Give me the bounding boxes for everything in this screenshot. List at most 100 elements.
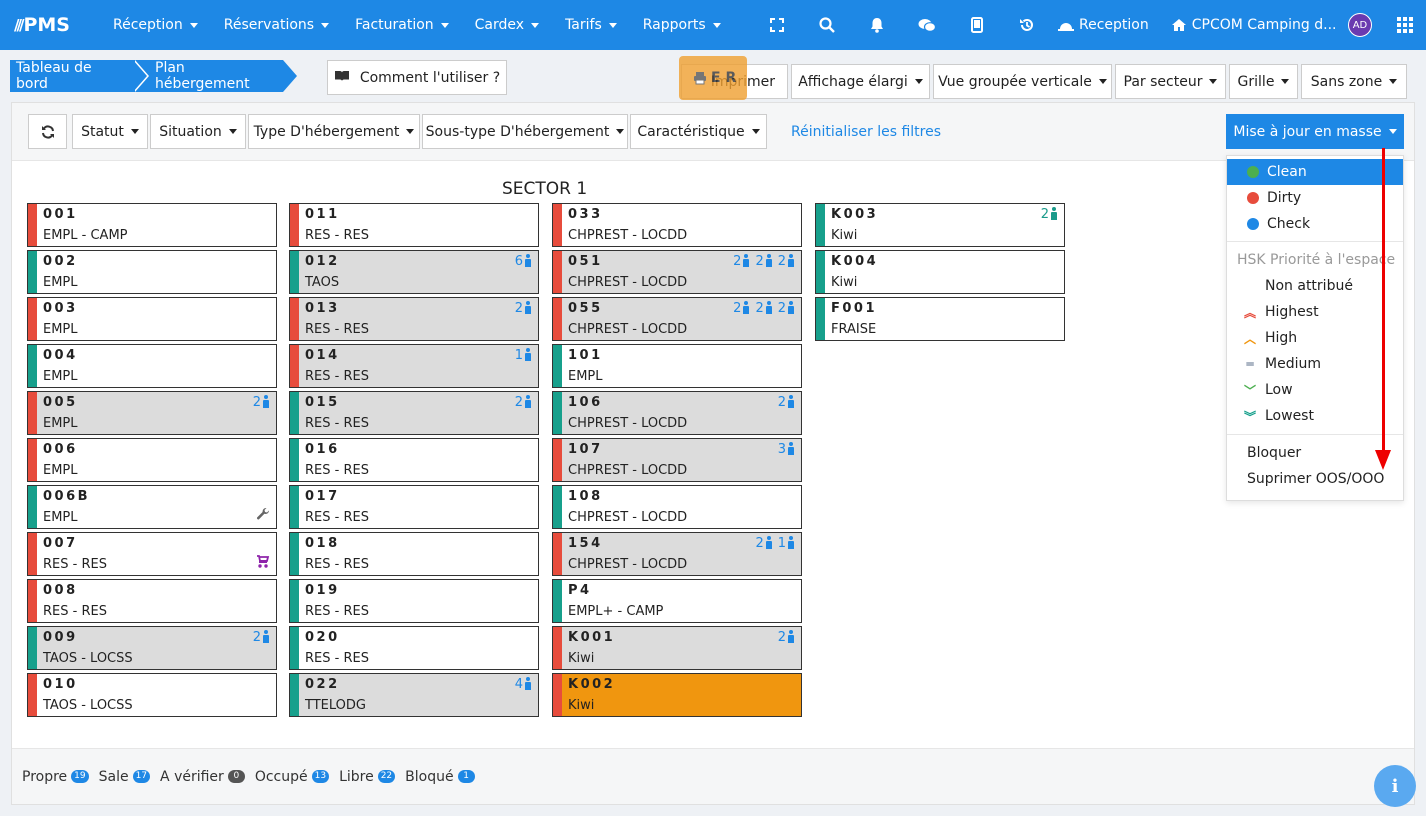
pms-logo[interactable]: ///PMS [14,14,100,36]
nav-tarifs[interactable]: Tarifs [552,0,630,50]
menu-item-high[interactable]: ︿ High [1227,325,1403,351]
filter-situation[interactable]: Situation [150,114,246,149]
property-selector[interactable]: CPCOM Camping d... [1171,17,1337,33]
unit-card[interactable]: 009 TAOS - LOCSS 2 [27,626,277,670]
unit-card[interactable]: K004 Kiwi [815,250,1065,294]
unit-card[interactable]: 010 TAOS - LOCSS [27,673,277,717]
unit-name: 013 [305,301,340,316]
menu-item-dirty[interactable]: Dirty [1227,185,1403,211]
wide-view-button[interactable]: Affichage élargi [791,64,930,99]
bulk-update-label: Mise à jour en masse [1233,123,1382,140]
unit-card[interactable]: 016 RES - RES [289,438,539,482]
bell-icon[interactable] [852,0,902,50]
person-icon [525,348,531,361]
vertical-group-button[interactable]: Vue groupée verticale [933,64,1112,99]
legend-item[interactable]: Propre 19 [22,769,89,785]
grid-button[interactable]: Grille [1229,64,1298,99]
legend-item[interactable]: Bloqué 1 [405,769,475,785]
status-stripe [290,674,299,716]
unit-card[interactable]: 051 CHPREST - LOCDD 2 2 2 [552,250,802,294]
unit-card[interactable]: 006 EMPL [27,438,277,482]
unit-card[interactable]: K002 Kiwi [552,673,802,717]
status-stripe [28,392,37,434]
unit-card[interactable]: P4 EMPL+ - CAMP [552,579,802,623]
status-stripe [290,439,299,481]
nav-cardex[interactable]: Cardex [462,0,552,50]
menu-item-check[interactable]: Check [1227,211,1403,237]
unit-card[interactable]: 004 EMPL [27,344,277,388]
unit-card[interactable]: 018 RES - RES [289,532,539,576]
unit-card[interactable]: 019 RES - RES [289,579,539,623]
breadcrumb-dashboard[interactable]: Tableau de bord [10,60,149,92]
menu-item-unassigned[interactable]: Non attribué [1227,273,1403,299]
filter-caracteristique[interactable]: Caractéristique [630,114,767,149]
unit-name: 001 [43,207,78,222]
unit-card[interactable]: 014 RES - RES 1 [289,344,539,388]
avatar[interactable]: AD [1348,13,1372,37]
right-nav: Reception CPCOM Camping d... [752,0,1337,50]
filter-subtype[interactable]: Sous-type D'hébergement [422,114,628,149]
filter-type[interactable]: Type D'hébergement [248,114,420,149]
nav-reservations[interactable]: Réservations [211,0,342,50]
chat-icon[interactable] [902,0,952,50]
unit-card[interactable]: 055 CHPREST - LOCDD 2 2 2 [552,297,802,341]
unit-card[interactable]: 106 CHPREST - LOCDD 2 [552,391,802,435]
filter-statut[interactable]: Statut [72,114,148,149]
unit-card[interactable]: 003 EMPL [27,297,277,341]
unit-card[interactable]: K001 Kiwi 2 [552,626,802,670]
filter-label: Caractéristique [637,123,745,140]
unit-card[interactable]: 007 RES - RES [27,532,277,576]
unit-card[interactable]: 006B EMPL [27,485,277,529]
bed-icon [1058,23,1074,31]
unit-card[interactable]: 005 EMPL 2 [27,391,277,435]
unit-type: CHPREST - LOCDD [568,510,688,525]
search-icon[interactable] [802,0,852,50]
floating-overlay-button[interactable]: E R [679,56,747,100]
unit-card[interactable]: 001 EMPL - CAMP [27,203,277,247]
unit-card[interactable]: 011 RES - RES [289,203,539,247]
unit-card[interactable]: 012 TAOS 6 [289,250,539,294]
unit-card[interactable]: 101 EMPL [552,344,802,388]
refresh-button[interactable] [28,114,67,149]
menu-item-block[interactable]: Bloquer [1227,440,1403,466]
menu-item-highest[interactable]: ︽ Highest [1227,299,1403,325]
bulk-update-button[interactable]: Mise à jour en masse [1226,114,1404,149]
unit-card[interactable]: 008 RES - RES [27,579,277,623]
legend-item[interactable]: Occupé 13 [255,769,330,785]
nav-facturation[interactable]: Facturation [342,0,462,50]
unit-card[interactable]: 033 CHPREST - LOCDD [552,203,802,247]
reception-link[interactable]: Reception [1058,17,1149,33]
legend-item[interactable]: Sale 17 [99,769,151,785]
unit-card[interactable]: 017 RES - RES [289,485,539,529]
zone-button[interactable]: Sans zone [1301,64,1407,99]
menu-item-low[interactable]: ﹀ Low [1227,377,1403,403]
unit-card[interactable]: 020 RES - RES [289,626,539,670]
unit-card[interactable]: 022 TTELODG 4 [289,673,539,717]
unit-card[interactable]: K003 Kiwi 2 [815,203,1065,247]
by-sector-button[interactable]: Par secteur [1115,64,1226,99]
tablet-icon[interactable] [952,0,1002,50]
unit-card[interactable]: 013 RES - RES 2 [289,297,539,341]
unit-card[interactable]: 154 CHPREST - LOCDD 2 1 [552,532,802,576]
help-button[interactable]: i [1374,765,1416,807]
unit-card[interactable]: 107 CHPREST - LOCDD 3 [552,438,802,482]
history-icon[interactable] [1002,0,1052,50]
reset-filters-link[interactable]: Réinitialiser les filtres [791,124,942,140]
unit-card[interactable]: 015 RES - RES 2 [289,391,539,435]
unit-name: 107 [568,442,603,457]
unit-card[interactable]: 002 EMPL [27,250,277,294]
unit-card[interactable]: 108 CHPREST - LOCDD [552,485,802,529]
breadcrumb-plan[interactable]: Plan hébergement [133,60,297,92]
nav-reception[interactable]: Réception [100,0,211,50]
menu-item-remove-oos[interactable]: Suprimer OOS/OOO [1227,466,1403,492]
fullscreen-icon[interactable] [752,0,802,50]
nav-rapports[interactable]: Rapports [630,0,734,50]
how-to-button[interactable]: Comment l'utiliser ? [327,60,507,95]
unit-card[interactable]: F001 FRAISE [815,297,1065,341]
legend-item[interactable]: A vérifier 0 [160,769,245,785]
menu-item-lowest[interactable]: ︾ Lowest [1227,403,1403,429]
menu-item-clean[interactable]: Clean [1227,159,1403,185]
menu-item-medium[interactable]: ═ Medium [1227,351,1403,377]
legend-item[interactable]: Libre 22 [339,769,396,785]
apps-grid-icon[interactable] [1397,17,1413,33]
